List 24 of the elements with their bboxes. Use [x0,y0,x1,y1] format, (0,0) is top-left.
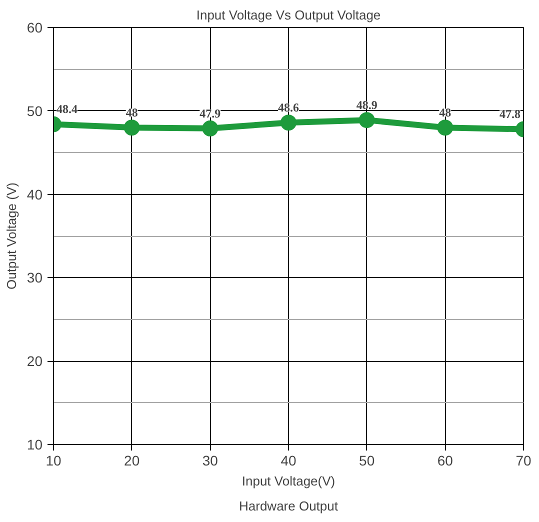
data-label: 48.4 [56,102,78,116]
x-tick-label: 70 [516,452,532,468]
x-tick-label: 50 [359,452,375,468]
y-axis-title: Output Voltage (V) [4,182,19,290]
y-tick-label: 40 [26,186,43,202]
data-label: 47.9 [200,106,221,120]
chart-title: Input Voltage Vs Output Voltage [196,8,381,22]
x-tick-label: 30 [202,452,218,468]
x-tick-label: 20 [124,452,140,468]
y-tick-label: 30 [26,270,43,286]
x-axis-title: Input Voltage(V) [242,474,336,488]
y-tick-label: 60 [26,20,43,36]
data-label: 48 [439,106,452,120]
data-label: 48.9 [356,98,378,112]
x-tick-label: 40 [280,452,296,468]
text: Hardware Output [239,498,338,514]
data-label: 48.6 [278,100,299,115]
x-tick-label: 60 [437,452,454,468]
data-label: 47.8 [500,107,520,122]
data-label: 48 [126,106,138,120]
x-tick-label: 10 [46,452,62,468]
y-tick-label: 20 [26,353,43,370]
y-tick-label: 50 [26,102,43,119]
y-tick-label: 10 [26,436,43,452]
